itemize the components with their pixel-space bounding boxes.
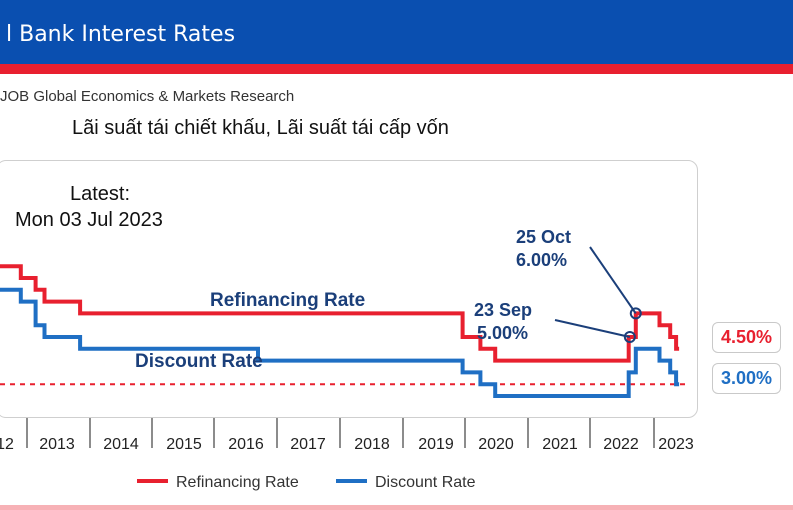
x-tick-label: 2021 — [542, 436, 578, 453]
x-axis-ticks: 12 2013 2014 2015 2016 2017 2018 2019 2020 2021 20… — [0, 418, 694, 453]
x-tick-label: 2016 — [228, 436, 264, 453]
series-label-discount: Discount Rate — [135, 351, 263, 372]
chart-panel — [0, 160, 698, 418]
x-tick-label: 2023 — [658, 436, 694, 453]
x-tick-label: 2014 — [103, 436, 139, 453]
annotation-oct-value: 6.00% — [516, 250, 567, 270]
x-tick-label: 12 — [0, 436, 14, 453]
x-tick-label: 2013 — [39, 436, 75, 453]
annotation-leader-1 — [554, 319, 631, 338]
annotation-sep-value: 5.00% — [477, 323, 528, 343]
series-label-refinancing: Refinancing Rate — [210, 290, 365, 311]
end-value-refinancing: 4.50% — [712, 322, 782, 353]
latest-date: Mon 03 Jul 2023 — [15, 209, 163, 231]
x-tick-label: 2020 — [478, 436, 514, 453]
x-tick-label: 2017 — [290, 436, 326, 453]
header-banner: l Bank Interest Rates — [0, 0, 793, 64]
annotation-layer — [554, 246, 642, 343]
banner-stripe — [0, 64, 793, 74]
latest-label: Latest: — [70, 183, 130, 205]
legend-label-refinancing: Refinancing Rate — [176, 474, 299, 491]
x-tick-label: 2018 — [354, 436, 390, 453]
annotation-oct-date: 25 Oct — [516, 227, 571, 247]
annotation-marker-0 — [629, 307, 642, 320]
legend-label-discount: Discount Rate — [375, 474, 476, 491]
end-value-discount: 3.00% — [712, 363, 782, 394]
annotation-sep-date: 23 Sep — [474, 300, 532, 320]
annotation-leader-0 — [589, 246, 637, 314]
x-tick-label: 2022 — [603, 436, 639, 453]
bottom-accent — [0, 505, 793, 510]
chart-title: Lãi suất tái chiết khấu, Lãi suất tái cấ… — [72, 117, 449, 139]
plot-layer — [0, 264, 685, 398]
x-tick-label: 2015 — [166, 436, 202, 453]
x-tick-label: 2019 — [418, 436, 454, 453]
legend: Refinancing Rate Discount Rate — [137, 474, 476, 491]
series-line-refinancing — [0, 264, 680, 363]
source-label: JOB Global Economics & Markets Research — [0, 88, 295, 105]
annotation-marker-1 — [623, 331, 636, 343]
series-line-discount — [0, 287, 680, 398]
page-title: l Bank Interest Rates — [6, 22, 236, 47]
